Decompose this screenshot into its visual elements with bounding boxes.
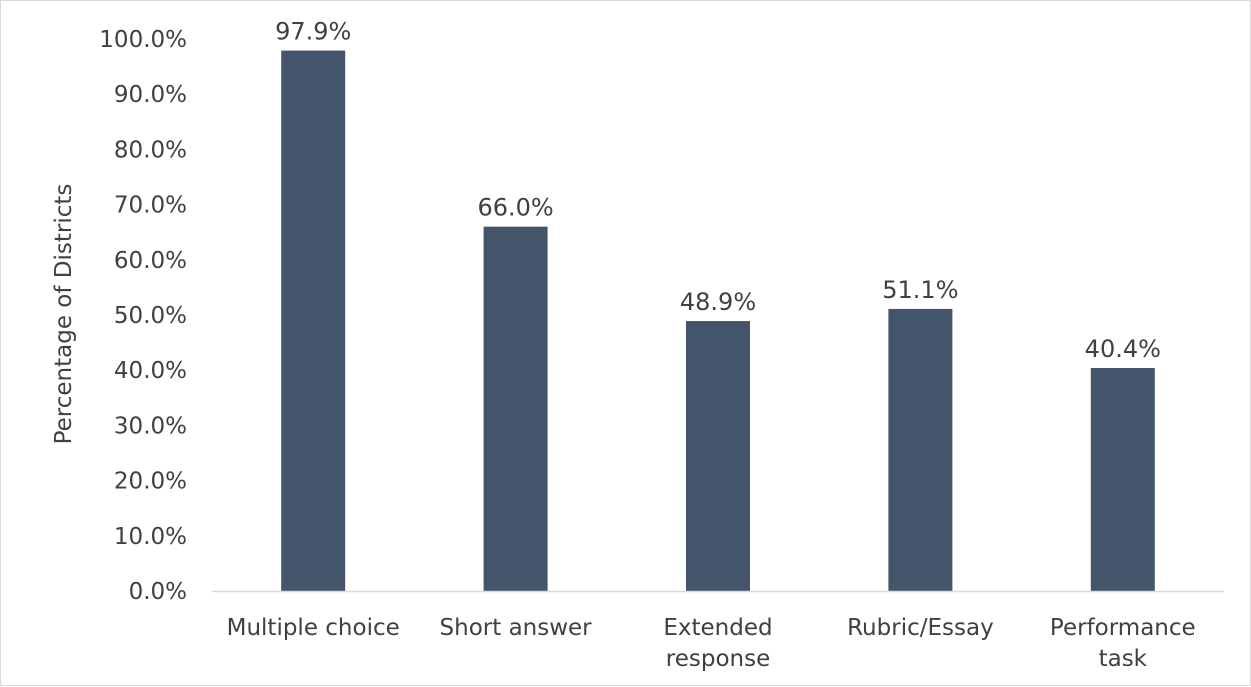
- y-tick-labels: 0.0% 10.0% 20.0% 30.0% 40.0% 50.0% 60.0% 70.0% 8…: [99, 27, 187, 605]
- y-tick-label: 80.0%: [114, 137, 187, 163]
- y-tick-label: 40.0%: [114, 358, 187, 384]
- data-labels: 97.9% 66.0% 48.9% 51.1% 40.4%: [275, 18, 1161, 363]
- y-tick-label: 90.0%: [114, 82, 187, 108]
- y-tick-label: 70.0%: [114, 193, 187, 219]
- x-tick-label: task: [1099, 646, 1148, 672]
- x-tick-label: Extended: [663, 615, 772, 641]
- y-axis-title: Percentage of Districts: [51, 184, 77, 445]
- x-tick-label: Short answer: [440, 615, 593, 641]
- x-tick-label: response: [666, 646, 770, 672]
- y-tick-label: 0.0%: [129, 579, 187, 605]
- bar: [483, 226, 548, 591]
- y-tick-label: 50.0%: [114, 303, 187, 329]
- bar: [888, 308, 953, 591]
- data-label: 51.1%: [882, 276, 958, 304]
- data-label: 40.4%: [1085, 335, 1161, 363]
- y-tick-label: 100.0%: [99, 27, 187, 53]
- data-label: 66.0%: [477, 194, 553, 222]
- x-tick-labels: Multiple choice Short answer Extended respo…: [227, 615, 1196, 672]
- y-tick-label: 20.0%: [114, 469, 187, 495]
- y-tick-label: 30.0%: [114, 413, 187, 439]
- data-label: 97.9%: [275, 18, 351, 46]
- y-tick-label: 10.0%: [114, 524, 187, 550]
- bar: [686, 321, 750, 591]
- bar: [1090, 367, 1155, 591]
- y-tick-label: 60.0%: [114, 248, 187, 274]
- x-tick-label: Rubric/Essay: [847, 615, 994, 641]
- bar: [281, 50, 346, 592]
- x-tick-label: Multiple choice: [227, 615, 400, 641]
- bars: [281, 50, 1155, 592]
- x-tick-label: Performance: [1050, 615, 1196, 641]
- data-label: 48.9%: [680, 288, 756, 316]
